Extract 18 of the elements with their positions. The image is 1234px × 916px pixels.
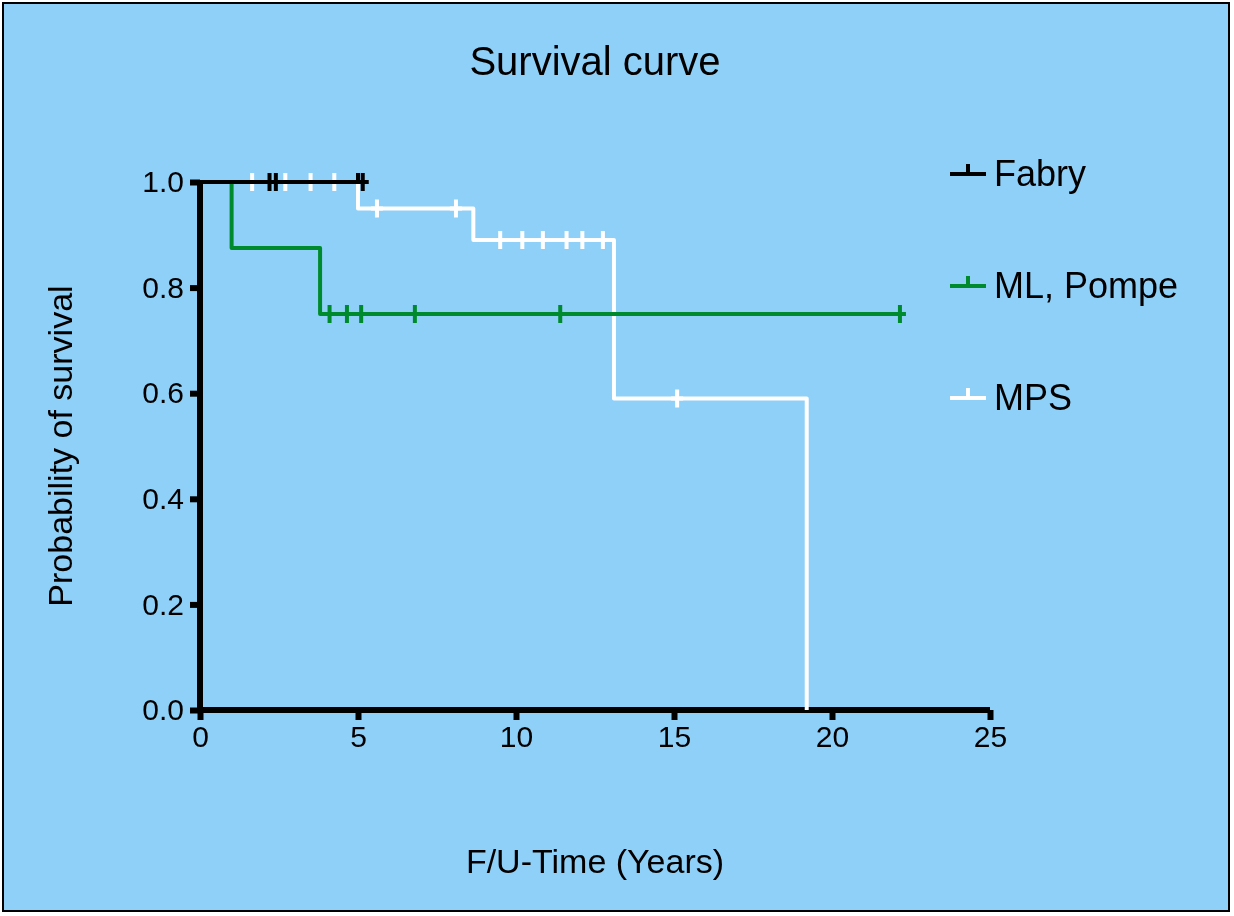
- x-tick-label: 25: [973, 720, 1008, 754]
- x-tick-label: 20: [815, 720, 850, 754]
- y-tick-label: 0.6: [142, 376, 184, 410]
- x-axis-title: F/U-Time (Years): [465, 842, 725, 880]
- x-tick-label: 0: [192, 720, 209, 754]
- chart-title: Survival curve: [469, 39, 721, 83]
- legend-label: Fabry: [994, 153, 1087, 194]
- legend-label: ML, Pompe: [994, 265, 1179, 306]
- y-axis-title: Probability of survival: [41, 285, 79, 607]
- legend-label: MPS: [994, 377, 1073, 418]
- y-tick-label: 0.4: [142, 481, 184, 515]
- x-tick-label: 10: [499, 720, 534, 754]
- y-tick-label: 0.8: [142, 270, 184, 304]
- y-tick-label: 0.2: [142, 587, 184, 621]
- y-tick-label: 1.0: [142, 165, 184, 199]
- y-tick-label: 0.0: [142, 693, 184, 727]
- x-tick-label: 15: [657, 720, 692, 754]
- x-tick-label: 5: [350, 720, 367, 754]
